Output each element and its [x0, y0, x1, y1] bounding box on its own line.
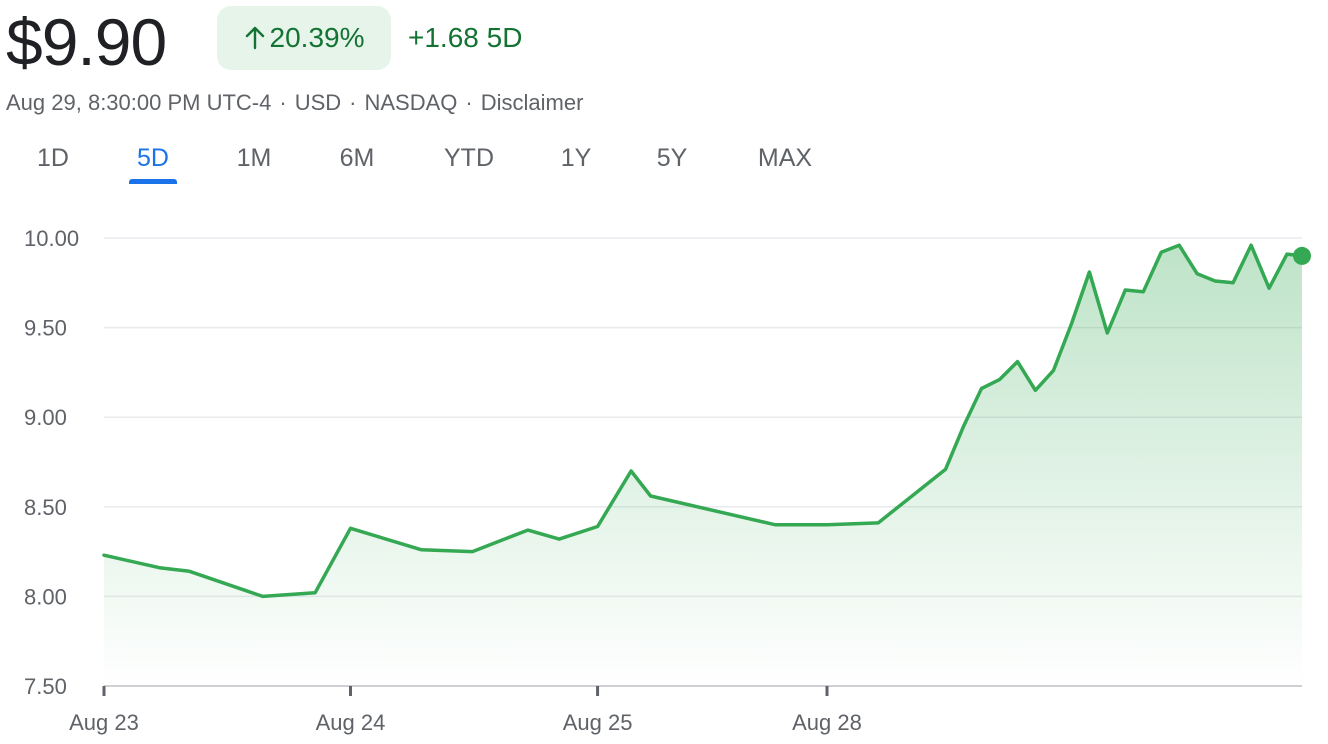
percent-change-value: 20.39% — [269, 22, 365, 53]
tab-label: 1M — [236, 144, 272, 172]
y-axis: 10.00 9.50 9.00 8.50 8.00 7.50 — [24, 226, 79, 699]
x-tick-label: Aug 23 — [69, 710, 139, 735]
y-tick-label: 8.00 — [24, 584, 67, 609]
disclaimer-link[interactable]: Disclaimer — [480, 90, 584, 115]
tab-label: YTD — [444, 144, 494, 172]
x-axis: Aug 23 Aug 24 Aug 25 Aug 28 — [69, 685, 1302, 735]
separator: · — [279, 90, 287, 115]
quote-meta: Aug 29, 8:30:00 PM UTC-4 · USD · NASDAQ · Disc… — [6, 88, 583, 118]
time-range-tabs: 1D 5D 1M 6M YTD 1Y 5Y MAX — [0, 136, 900, 186]
price-area — [104, 245, 1302, 686]
price-line — [102, 243, 1304, 599]
y-tick-label: 9.50 — [24, 316, 67, 341]
tab-6m[interactable]: 6M — [330, 136, 384, 180]
x-tick-label: Aug 24 — [316, 710, 386, 735]
active-tab-indicator — [129, 179, 177, 184]
percent-change-badge: 20.39% — [217, 6, 391, 70]
tab-label: 6M — [339, 144, 375, 172]
tab-1m[interactable]: 1M — [228, 136, 280, 180]
tab-1y[interactable]: 1Y — [552, 136, 600, 180]
x-tick-label: Aug 28 — [792, 710, 862, 735]
tab-5y[interactable]: 5Y — [648, 136, 696, 180]
tab-ytd[interactable]: YTD — [436, 136, 502, 180]
last-point-dot — [1293, 246, 1311, 265]
tab-5d[interactable]: 5D — [129, 136, 177, 184]
current-price: $9.90 — [6, 5, 167, 79]
x-tick-label: Aug 25 — [563, 710, 633, 735]
separator: · — [349, 90, 357, 115]
absolute-change: +1.68 5D — [408, 22, 523, 53]
tab-label: MAX — [757, 144, 813, 172]
arrow-up-icon — [244, 26, 266, 50]
y-tick-label: 8.50 — [24, 495, 67, 520]
y-tick-label: 9.00 — [24, 405, 67, 430]
tab-max[interactable]: MAX — [746, 136, 824, 180]
area-fill — [104, 245, 1302, 686]
exchange-label: NASDAQ — [364, 90, 458, 115]
y-tick-label: 10.00 — [24, 226, 79, 251]
tab-label: 1D — [37, 144, 69, 172]
quote-timestamp: Aug 29, 8:30:00 PM UTC-4 — [6, 90, 272, 115]
y-tick-label: 7.50 — [24, 674, 67, 699]
tab-label: 1Y — [560, 144, 592, 172]
tab-1d[interactable]: 1D — [26, 136, 80, 180]
separator: · — [465, 90, 473, 115]
tab-label: 5D — [137, 144, 169, 172]
last-price-marker — [1293, 246, 1311, 265]
tab-label: 5Y — [656, 144, 688, 172]
series-line — [102, 243, 1304, 599]
currency-label: USD — [294, 90, 342, 115]
